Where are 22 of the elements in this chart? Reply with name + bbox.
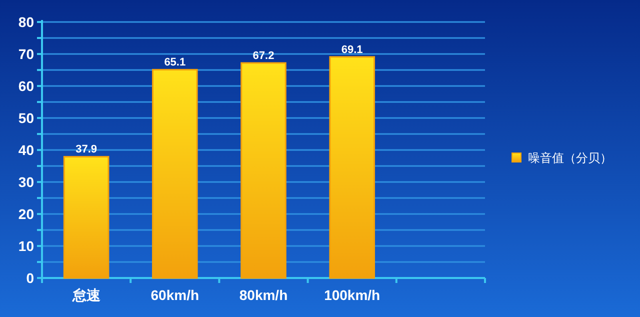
bar — [63, 156, 110, 279]
data-label: 67.2 — [252, 50, 274, 62]
y-tick-label: 30 — [18, 174, 34, 190]
data-label: 65.1 — [164, 56, 186, 69]
y-tick-label: 40 — [18, 142, 34, 158]
x-tick-label: 80km/h — [239, 287, 288, 303]
legend-label: 噪音值（分贝） — [528, 151, 612, 165]
bar — [240, 62, 286, 279]
bar — [152, 68, 198, 279]
y-tick-label: 10 — [18, 238, 34, 254]
data-label: 69.1 — [341, 44, 363, 56]
x-tick-label: 60km/h — [150, 287, 200, 303]
data-label: 37.9 — [76, 144, 98, 156]
y-tick-label: 50 — [18, 110, 34, 126]
y-tick-label: 70 — [18, 46, 34, 62]
y-tick-label: 80 — [18, 14, 34, 30]
bar — [329, 56, 375, 279]
x-tick-label: 100km/h — [324, 287, 380, 303]
x-tick-label: 怠速 — [71, 287, 102, 303]
y-tick-label: 0 — [26, 270, 34, 286]
y-tick-label: 60 — [18, 78, 34, 94]
y-tick-label: 20 — [18, 206, 34, 222]
